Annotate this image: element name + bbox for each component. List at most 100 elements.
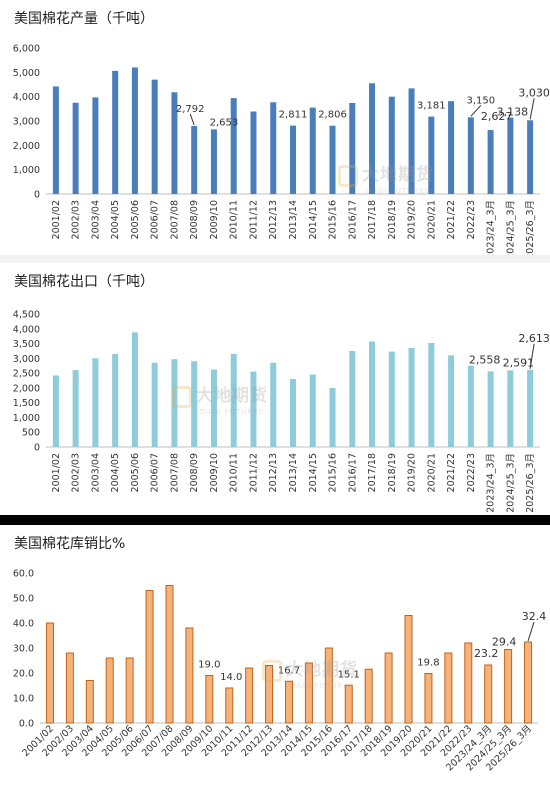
- y-tick-label: 50.0: [13, 594, 34, 605]
- y-tick-label: 4,500: [13, 310, 40, 321]
- x-tick-label: 2011/12: [248, 200, 259, 239]
- bar: [151, 362, 158, 447]
- chart-title: 美国棉花出口（千吨）: [14, 274, 154, 290]
- x-tick-label: 2010/11: [229, 453, 240, 492]
- bar: [230, 98, 237, 194]
- data-label: 2,806: [318, 110, 347, 121]
- x-tick-label: 2021/22: [446, 200, 457, 239]
- bar: [309, 107, 316, 194]
- x-tick-label: 2014/15: [308, 200, 319, 239]
- bar: [210, 129, 217, 194]
- y-tick-label: 0: [34, 190, 40, 201]
- x-tick-label: 2013/14: [288, 453, 299, 492]
- label-leader-line: [529, 98, 535, 120]
- x-tick-label: 2024/25_3月: [505, 200, 516, 255]
- bar: [72, 370, 79, 447]
- x-tick-label: 2020/21: [426, 200, 437, 239]
- bar: [185, 627, 194, 724]
- y-tick-label: 20.0: [13, 669, 34, 680]
- bar: [309, 374, 316, 447]
- y-tick-label: 1,000: [13, 165, 40, 176]
- label-leader-line: [189, 113, 195, 126]
- y-tick-label: 1,000: [13, 413, 40, 424]
- x-tick-label: 2014/15: [308, 453, 319, 492]
- bar: [388, 351, 395, 447]
- data-label: 19.0: [198, 660, 220, 671]
- bar: [487, 130, 494, 194]
- bar: [285, 680, 293, 724]
- y-tick-label: 30.0: [13, 644, 34, 655]
- bar: [424, 673, 433, 724]
- data-label: 2,613: [518, 332, 550, 345]
- bar: [250, 111, 257, 194]
- y-tick-label: 1,500: [13, 398, 40, 409]
- data-label: 23.2: [474, 647, 499, 660]
- y-tick-label: 5,000: [13, 68, 40, 79]
- x-tick-label: 2011/12: [248, 453, 259, 492]
- bar: [329, 125, 336, 194]
- bar: [205, 675, 214, 724]
- chart-title: 美国棉花库销比%: [14, 536, 126, 552]
- bar: [210, 369, 217, 447]
- y-tick-label: 2,000: [13, 141, 40, 152]
- bar: [265, 665, 274, 724]
- y-tick-label: 3,000: [13, 354, 40, 365]
- x-tick-label: 2006/07: [150, 200, 161, 239]
- data-label: 29.4: [492, 636, 517, 649]
- bar: [527, 369, 534, 447]
- x-tick-label: 2002/03: [71, 200, 82, 239]
- x-tick-label: 2019/20: [407, 200, 418, 239]
- bar: [131, 67, 138, 194]
- bar: [404, 615, 413, 724]
- x-tick-label: 2003/04: [90, 453, 101, 492]
- x-tick-label: 2005/06: [130, 453, 141, 492]
- x-tick-label: 2002/03: [71, 453, 82, 492]
- bar: [125, 657, 134, 724]
- bar: [304, 662, 313, 724]
- bar: [388, 96, 395, 194]
- bar: [65, 652, 74, 724]
- label-leader-line: [527, 621, 535, 642]
- bar: [464, 642, 473, 724]
- data-label: 3,030: [518, 86, 550, 99]
- bar: [191, 126, 198, 194]
- bar: [364, 668, 373, 724]
- x-tick-label: 2007/08: [169, 200, 180, 239]
- data-label: 2,627: [481, 110, 513, 123]
- x-tick-label: 2020/21: [426, 453, 437, 492]
- data-label: 2,792: [176, 104, 205, 115]
- y-tick-label: 2,500: [13, 369, 40, 380]
- bar: [487, 371, 494, 447]
- x-tick-label: 2009/10: [209, 453, 220, 492]
- x-tick-label: 2021/22: [446, 453, 457, 492]
- x-tick-label: 2023/24_3月: [486, 453, 497, 513]
- data-label: 2,653: [210, 117, 239, 128]
- bar: [85, 680, 94, 724]
- bar: [507, 117, 514, 194]
- x-tick-label: 2017/18: [367, 453, 378, 492]
- bar: [524, 641, 533, 724]
- label-leader-line: [529, 343, 535, 369]
- data-label: 3,150: [467, 95, 496, 106]
- production-chart-panel: 美国棉花产量（千吨） 0 1,000 2,000 3,000 4,000 5,000 6,0…: [0, 0, 550, 255]
- bar: [344, 684, 353, 724]
- y-tick-label: 500: [22, 428, 40, 439]
- data-label: 14.0: [220, 672, 242, 683]
- chart-title: 美国棉花产量（千吨）: [14, 11, 154, 27]
- label-leader-line: [470, 105, 482, 117]
- x-tick-label: 2004/05: [110, 453, 121, 492]
- bar: [151, 79, 158, 194]
- bar: [369, 83, 376, 194]
- bar: [290, 379, 296, 447]
- y-tick-label: 0.0: [19, 719, 34, 730]
- bar: [290, 125, 296, 194]
- y-tick-label: 0: [34, 443, 40, 454]
- x-tick-label: 2016/17: [347, 200, 358, 239]
- bar: [270, 362, 277, 447]
- x-tick-label: 2025/26_3月: [525, 453, 536, 513]
- data-label: 3,138: [497, 106, 529, 119]
- x-tick-label: 2025/26_3月: [525, 200, 536, 255]
- bar: [448, 355, 455, 447]
- panel-separator: [0, 255, 550, 263]
- bar: [324, 647, 333, 724]
